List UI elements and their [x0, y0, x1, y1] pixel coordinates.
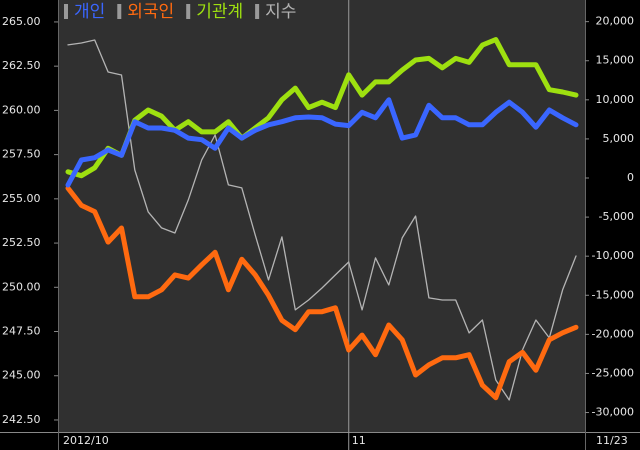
y2-tick-label: 20,000 [596, 15, 635, 28]
y-tick-label: 245.00 [2, 369, 41, 382]
y-tick-label: 257.50 [2, 148, 41, 161]
legend-label: 기관계 [196, 2, 243, 22]
legend-label: 개인 [74, 2, 105, 22]
y2-tick-label: 10,000 [596, 93, 635, 106]
y2-tick-label: -20,000 [592, 327, 634, 340]
legend-marker [64, 4, 68, 19]
legend: 개인 외국인 기관계 지수 [64, 2, 296, 22]
y-tick-label: 247.50 [2, 325, 41, 338]
y2-tick-label: -15,000 [592, 288, 634, 301]
y2-tick-label: 15,000 [596, 54, 635, 67]
legend-marker [117, 4, 122, 19]
y2-tick-label: -10,000 [592, 249, 634, 262]
x-tick-label: 2012/10 [63, 434, 109, 447]
y-tick-label: 265.00 [2, 15, 41, 28]
legend-label: 외국인 [127, 2, 174, 22]
y-tick-label: 262.50 [2, 59, 41, 72]
series-line [65, 97, 579, 188]
y-tick-label: 255.00 [2, 192, 41, 205]
legend-label: 지수 [265, 2, 296, 22]
series-line [67, 39, 577, 401]
legend-marker [255, 4, 260, 19]
y-tick-label: 242.50 [2, 413, 41, 426]
y-tick-label: 260.00 [2, 103, 41, 116]
y2-tick-label: 0 [627, 171, 634, 184]
y2-tick-label: 5,000 [603, 132, 635, 145]
y-tick-label: 250.00 [2, 280, 41, 293]
x-tick-label: 11/23 [596, 434, 628, 447]
plot-area [58, 0, 585, 432]
legend-marker [186, 4, 191, 19]
x-tick-label: 11 [352, 434, 366, 447]
y-tick-label: 252.50 [2, 236, 41, 249]
y2-tick-label: -5,000 [599, 210, 634, 223]
y2-tick-label: -25,000 [592, 366, 634, 379]
series-line [65, 37, 579, 179]
y2-tick-label: -30,000 [592, 406, 634, 419]
series-line [65, 185, 579, 401]
